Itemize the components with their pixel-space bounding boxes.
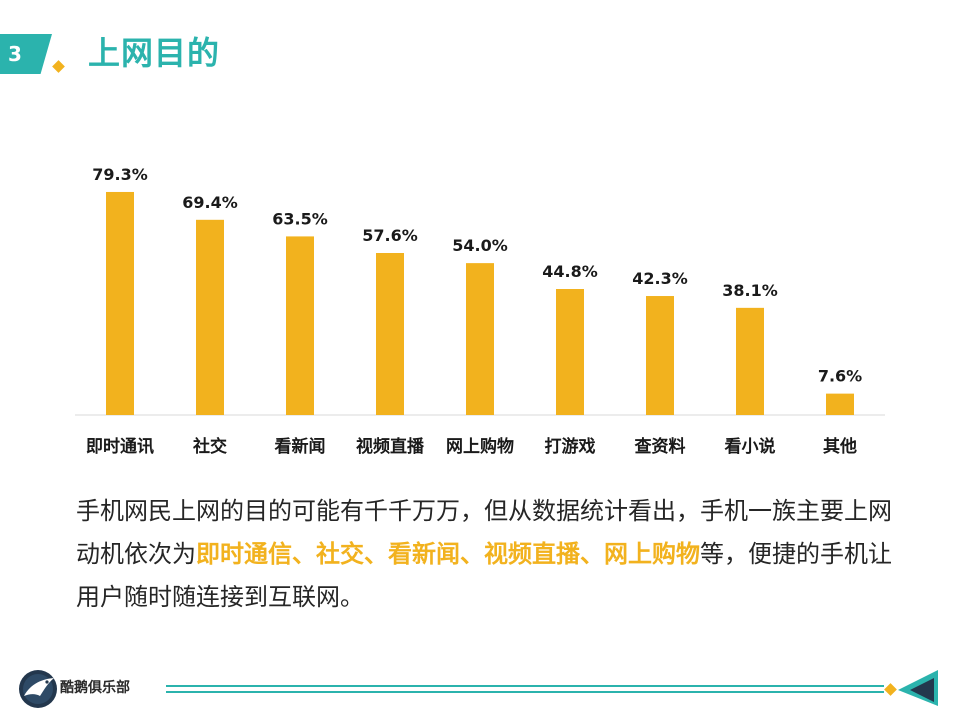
corner-triangle-icon bbox=[898, 670, 938, 706]
x-tick-label: 打游戏 bbox=[545, 436, 596, 457]
bar bbox=[646, 296, 674, 415]
summary-highlight: 即时通信、社交、看新闻、视频直播、网上购物 bbox=[196, 540, 700, 568]
summary-text-part1: 手机网民上网的目的可能有千千万万，但从数据统计看出，手机一族主要上网动机依次为 bbox=[76, 497, 892, 568]
data-label: 79.3% bbox=[92, 165, 148, 184]
data-label: 57.6% bbox=[362, 226, 418, 245]
slide-number-badge: 3 bbox=[0, 34, 65, 74]
data-label: 42.3% bbox=[632, 269, 688, 288]
bar bbox=[736, 307, 764, 415]
page-title: 上网目的 bbox=[88, 34, 221, 72]
x-tick-label: 即时通讯 bbox=[86, 437, 154, 457]
data-label: 54.0% bbox=[452, 236, 508, 255]
bar bbox=[466, 263, 494, 415]
x-tick-label: 看小说 bbox=[724, 436, 776, 457]
bar bbox=[376, 253, 404, 415]
penguin-icon bbox=[19, 670, 57, 708]
brand-name: 酷鹅俱乐部 bbox=[60, 680, 130, 696]
x-tick-label: 网上购物 bbox=[446, 436, 514, 457]
bar bbox=[556, 289, 584, 415]
data-label: 69.4% bbox=[182, 193, 238, 212]
data-label: 38.1% bbox=[722, 281, 778, 300]
x-tick-label: 视频直播 bbox=[356, 436, 425, 457]
bar bbox=[826, 393, 854, 415]
bar-chart: 79.3% 即时通讯 69.4% 社交 63.5% 看新闻 57.6% 视频直播 54.0% 网上… bbox=[75, 165, 885, 457]
footer-divider-top bbox=[166, 685, 884, 687]
bar bbox=[106, 191, 134, 415]
x-tick-label: 查资料 bbox=[634, 436, 686, 457]
x-tick-label: 看新闻 bbox=[274, 436, 326, 457]
footer-divider-bottom bbox=[166, 691, 884, 693]
summary-text-part2: 等，便捷的手机让用户随时随连接到互联网。 bbox=[76, 540, 892, 611]
x-tick-label: 其他 bbox=[823, 436, 857, 457]
data-label: 63.5% bbox=[272, 209, 328, 228]
x-tick-label: 社交 bbox=[192, 436, 227, 457]
bar bbox=[286, 236, 314, 415]
bar bbox=[196, 219, 224, 415]
summary-paragraph: 手机网民上网的目的可能有千千万万，但从数据统计看出，手机一族主要上网动机依次为即… bbox=[76, 490, 896, 619]
slide-number: 3 bbox=[8, 42, 22, 66]
data-label: 44.8% bbox=[542, 262, 598, 281]
data-label: 7.6% bbox=[818, 367, 862, 386]
footer-diamond-icon bbox=[884, 683, 897, 696]
